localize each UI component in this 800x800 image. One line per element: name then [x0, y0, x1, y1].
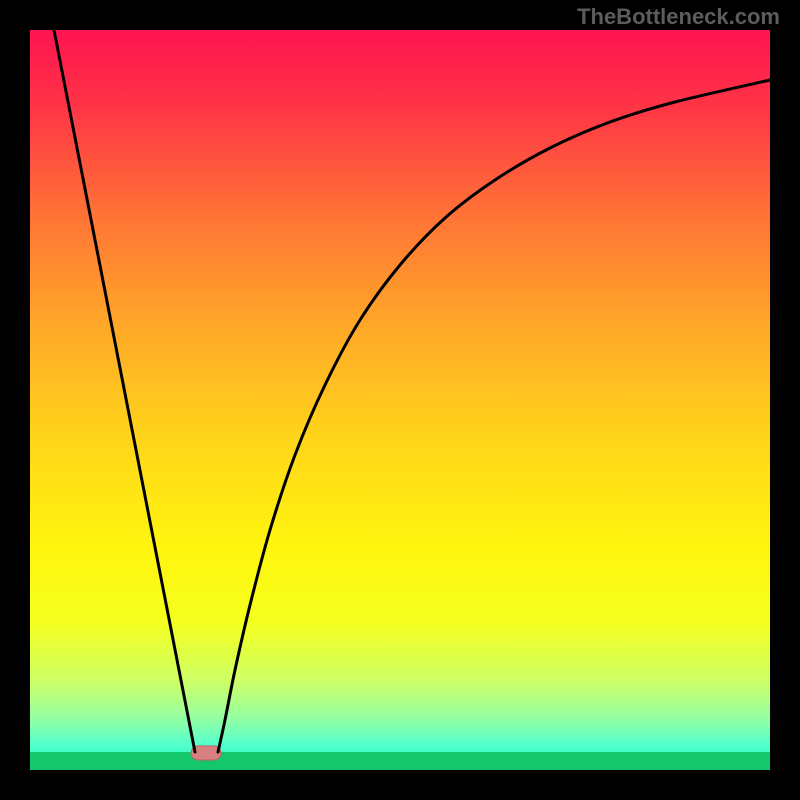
- watermark-text: TheBottleneck.com: [577, 4, 780, 30]
- chart-container: TheBottleneck.com: [0, 0, 800, 800]
- bottleneck-chart: [0, 0, 800, 800]
- chart-background: [30, 30, 770, 770]
- bottom-band: [30, 752, 770, 770]
